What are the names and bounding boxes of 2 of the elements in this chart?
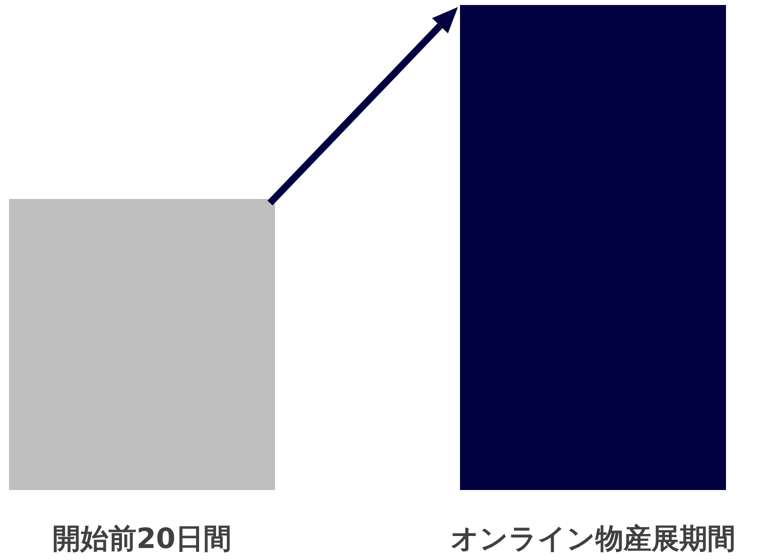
x-tick-label: 開始前20日間	[52, 522, 232, 555]
x-tick-label: オンライン物産展期間	[450, 522, 736, 555]
